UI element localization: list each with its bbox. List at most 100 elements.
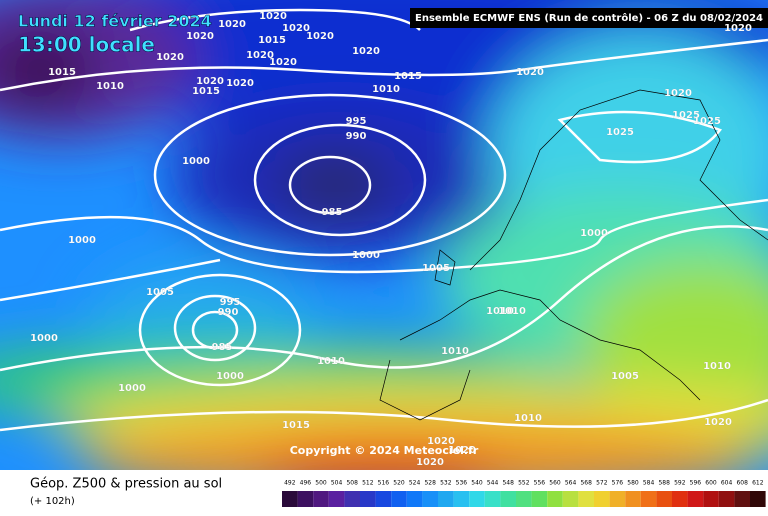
scale-label: 492: [284, 480, 296, 487]
scale-label: 504: [331, 480, 343, 487]
scale-label: 516: [378, 480, 390, 487]
scale-label: 608: [736, 480, 748, 487]
isobar-label: 1015: [258, 35, 286, 46]
scale-swatch: [391, 491, 407, 507]
isobar-label: 1025: [672, 110, 700, 121]
isobar-label: 1010: [514, 413, 542, 424]
isobar-label: 1000: [216, 371, 244, 382]
date: Lundi 12 février 2024: [18, 12, 212, 31]
isobar-label: 1000: [118, 383, 146, 394]
isobar-label: 1020: [704, 417, 732, 428]
isobar-label: 1015: [282, 420, 310, 431]
scale-swatch: [360, 491, 376, 507]
run-box: [410, 8, 768, 28]
scale-swatch: [578, 491, 594, 507]
scale-swatch: [687, 491, 704, 507]
scale-swatch: [672, 491, 688, 507]
scale-label: 560: [549, 480, 561, 487]
scale-swatch: [703, 491, 719, 507]
scale-swatch: [656, 491, 672, 507]
scale-label: 536: [456, 480, 468, 487]
isobar-label: 1010: [703, 361, 731, 372]
isobar-label: 1020: [416, 457, 444, 468]
scale-swatch: [750, 491, 766, 507]
scale-swatch: [594, 491, 610, 507]
scale-swatch: [484, 491, 501, 507]
scale-label: 528: [424, 480, 436, 487]
scale-label: 592: [674, 480, 686, 487]
isobar-label: 1020: [282, 23, 310, 34]
scale-swatch: [625, 491, 641, 507]
isobar-label: 1000: [30, 333, 58, 344]
scale-label: 496: [300, 480, 312, 487]
isobar-label: 1005: [611, 371, 639, 382]
scale-swatch: [375, 491, 392, 507]
isobar-label: 1020: [352, 46, 380, 57]
scale-swatch: [406, 491, 423, 507]
scale-swatch: [344, 491, 360, 507]
scale-swatch: [718, 491, 735, 507]
isobar-label: 995: [220, 297, 241, 308]
scale-label: 524: [409, 480, 421, 487]
scale-swatch: [422, 491, 438, 507]
isobar-label: 1000: [580, 228, 608, 239]
scale-label: 564: [565, 480, 577, 487]
isobar-label: 1010: [96, 81, 124, 92]
isobar-label: 1020: [516, 67, 544, 78]
isobar-label: 1020: [664, 88, 692, 99]
isobar-label: 1005: [422, 263, 450, 274]
scale-swatch: [562, 491, 579, 507]
run-info: Ensemble ECMWF ENS (Run de contrôle) - 0…: [415, 12, 763, 24]
isobar-label: 1015: [394, 71, 422, 82]
scale-label: 568: [580, 480, 592, 487]
isobar-label: 1010: [317, 356, 345, 367]
isobar-label: 1015: [192, 86, 220, 97]
scale-label: 556: [534, 480, 546, 487]
scale-swatch: [297, 491, 314, 507]
scale-swatch: [516, 491, 532, 507]
isobars: [0, 8, 768, 432]
isobar-label: 1000: [352, 250, 380, 261]
isobar-label: 1005: [146, 287, 174, 298]
map-field: [0, 0, 768, 470]
scale-label: 584: [643, 480, 655, 487]
scale-label: 512: [362, 480, 374, 487]
scale-swatch: [500, 491, 516, 507]
scale-swatch: [531, 491, 548, 507]
isobar-label: 1020: [269, 57, 297, 68]
time: 13:00 locale: [18, 33, 155, 57]
isobar-label: 1010: [498, 306, 526, 317]
isobar-label: 1025: [693, 116, 721, 127]
footer-title: Géop. Z500 & pression au sol: [30, 477, 222, 492]
isobar-label: 1020: [259, 11, 287, 22]
scale-label: 500: [315, 480, 327, 487]
scale-label: 580: [627, 480, 639, 487]
scale-label: 540: [471, 480, 483, 487]
scale-label: 548: [502, 480, 514, 487]
isobar-label: 1020: [196, 76, 224, 87]
isobar-label: 1000: [68, 235, 96, 246]
isobar-label: 1010: [441, 346, 469, 357]
scale-label: 520: [393, 480, 405, 487]
isobar-label: 1015: [48, 67, 76, 78]
isobar-label: 1000: [182, 156, 210, 167]
isobar-label: 985: [212, 342, 233, 353]
scale-swatch: [438, 491, 454, 507]
scale-label: 604: [721, 480, 733, 487]
isobar-label: 1020: [246, 50, 274, 61]
scale-swatch: [313, 491, 329, 507]
scale-label: 600: [705, 480, 717, 487]
isobar-label: 1010: [372, 84, 400, 95]
isobar-label: 1020: [306, 31, 334, 42]
scale-label: 612: [752, 480, 764, 487]
isobar-label: 1020: [218, 19, 246, 30]
scale-label: 588: [658, 480, 670, 487]
copyright: Copyright © 2024 Meteociel.fr: [290, 444, 479, 457]
scale-label: 544: [487, 480, 499, 487]
footer-lead: (+ 102h): [30, 496, 75, 507]
scale-label: 532: [440, 480, 452, 487]
scale-swatch: [547, 491, 563, 507]
scale-swatch: [282, 491, 298, 507]
isobar-label: 1025: [606, 127, 634, 138]
